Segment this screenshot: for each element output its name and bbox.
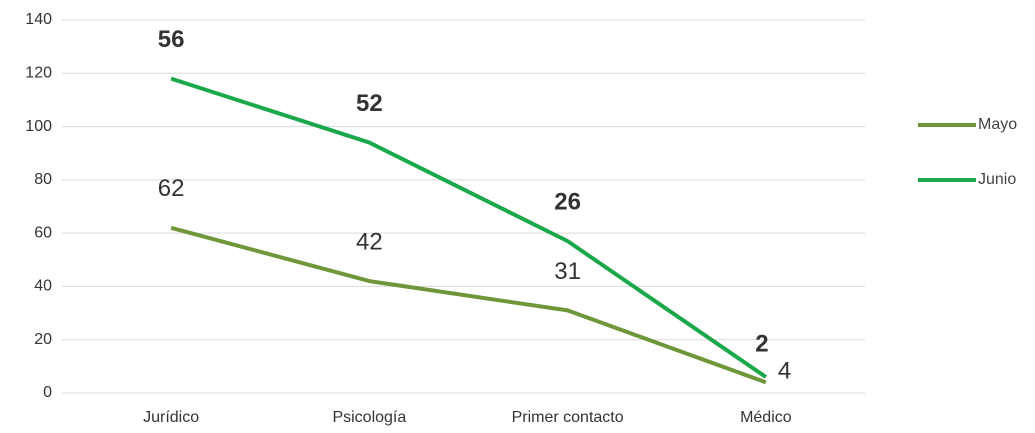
y-tick-label: 40	[34, 278, 52, 295]
y-tick-label: 100	[25, 118, 52, 135]
x-tick-label: Primer contacto	[512, 409, 624, 426]
data-label: 56	[158, 26, 185, 53]
y-tick-label: 20	[34, 331, 52, 348]
y-tick-label: 120	[25, 65, 52, 82]
legend-label: Mayo	[978, 116, 1017, 133]
legend-label: Junio	[978, 171, 1016, 188]
y-tick-label: 60	[34, 224, 52, 241]
data-label: 52	[356, 90, 383, 117]
x-tick-label: Médico	[740, 409, 792, 426]
series-line	[170, 225, 767, 385]
data-label: 4	[778, 358, 791, 385]
data-label: 42	[356, 228, 383, 255]
x-tick-label: Jurídico	[143, 409, 199, 426]
data-label: 31	[554, 258, 581, 285]
data-label: 62	[158, 175, 185, 202]
y-tick-label: 140	[25, 11, 52, 28]
y-tick-label: 0	[43, 384, 52, 401]
x-tick-label: Psicología	[332, 409, 406, 426]
data-label: 2	[755, 330, 768, 357]
series-line	[170, 76, 768, 379]
data-label: 26	[554, 188, 581, 215]
y-tick-label: 80	[34, 171, 52, 188]
